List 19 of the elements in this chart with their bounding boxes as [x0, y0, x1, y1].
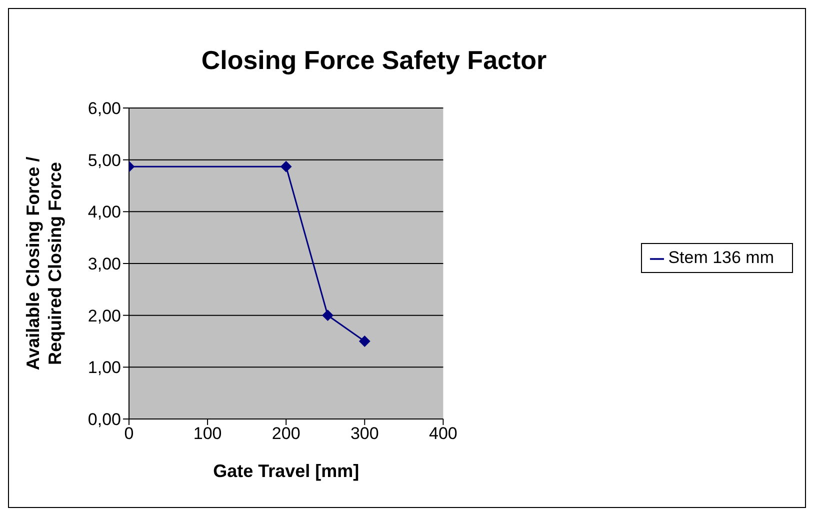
point: [280, 161, 292, 172]
x-tick-label: 400: [429, 424, 458, 444]
y-tick-label: 0,00: [88, 410, 121, 430]
chart-title: Closing Force Safety Factor: [200, 45, 548, 76]
x-tick-label: 300: [350, 424, 379, 444]
x-tick-label: 100: [193, 424, 222, 444]
y-tick-label: 2,00: [88, 306, 121, 326]
x-tick-label: 0: [124, 424, 134, 444]
point: [359, 336, 370, 347]
y-axis-title: Available Closing Force / Required Closing Force: [23, 156, 65, 370]
legend-label: Stem 136 mm: [668, 248, 774, 267]
y-tick-label: 3,00: [88, 254, 121, 274]
point: [322, 310, 334, 321]
x-tick-label: 200: [272, 424, 300, 444]
y-tick-label: 1,00: [88, 358, 121, 378]
y-tick-label: 5,00: [88, 150, 121, 170]
y-tick-label: 4,00: [88, 202, 121, 222]
y-tick-label: 6,00: [88, 99, 121, 118]
x-axis-title: Gate Travel [mm]: [213, 461, 360, 481]
